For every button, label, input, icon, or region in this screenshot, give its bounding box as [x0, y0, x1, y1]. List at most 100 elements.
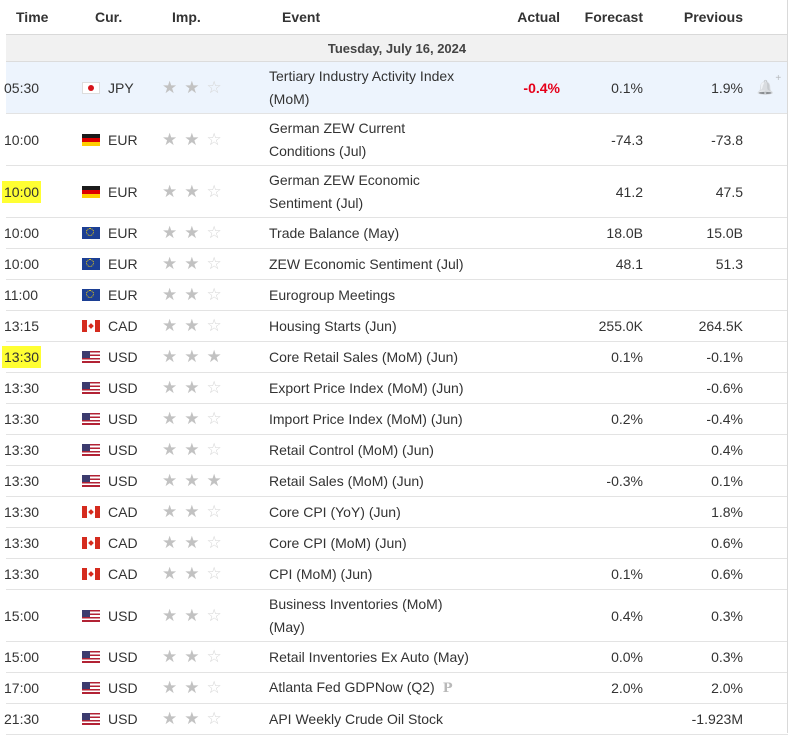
event-name[interactable]: German ZEW Current [269, 119, 406, 136]
currency-code: CAD [108, 318, 138, 334]
table-row[interactable]: 21:30 USD ★ ★ ☆ API Weekly Crude Oil Stock -1.… [4, 703, 788, 735]
event-name[interactable]: Export Price Index (MoM) (Jun) [269, 379, 464, 396]
alert-cell [743, 279, 788, 311]
event-name[interactable]: Business Inventories (MoM) [269, 595, 443, 612]
event-cell[interactable]: Export Price Index (MoM) (Jun) [269, 372, 495, 404]
event-cell[interactable]: Housing Starts (Jun) [269, 310, 495, 342]
event-cell[interactable]: Core CPI (YoY) (Jun) [269, 496, 495, 528]
header-actual[interactable]: Actual [495, 0, 560, 35]
table-row[interactable]: 13:30 CAD ★ ★ ☆ Core CPI (MoM) (Jun) 0.6% [4, 527, 788, 559]
event-name[interactable]: Import Price Index (MoM) (Jun) [269, 410, 463, 427]
table-row[interactable]: 10:00 EUR ★ ★ ☆ German ZEW Economic Sentiment … [2, 165, 788, 218]
star-filled-icon: ★ [162, 533, 178, 552]
event-cell[interactable]: API Weekly Crude Oil Stock [269, 703, 495, 735]
previous-value: -1.923M [643, 703, 743, 735]
importance-cell: ★ ★ ☆ [162, 434, 269, 466]
header-importance[interactable]: Imp. [162, 0, 269, 35]
currency-code: JPY [108, 79, 134, 96]
event-name[interactable]: Tertiary Industry Activity Index [269, 67, 455, 84]
event-cell[interactable]: Retail Inventories Ex Auto (May) [269, 641, 495, 673]
table-row[interactable]: 10:00 EUR ★ ★ ☆ German ZEW Current Conditions … [4, 113, 788, 166]
header-time[interactable]: Time [6, 0, 82, 35]
event-name[interactable]: Housing Starts (Jun) [269, 317, 397, 334]
event-name[interactable]: Core CPI (MoM) (Jun) [269, 534, 407, 551]
table-row[interactable]: 13:30 USD ★ ★ ★ Core Retail Sales (MoM) (Jun)… [2, 341, 788, 373]
table-row[interactable]: 17:00 USD ★ ★ ☆ Atlanta Fed GDPNow (Q2) P 2.0% 2… [4, 672, 788, 704]
star-empty-icon: ☆ [206, 77, 222, 97]
alert-cell [743, 641, 788, 673]
currency-cell: EUR [82, 217, 162, 249]
event-name[interactable]: Eurogroup Meetings [269, 286, 396, 303]
event-cell[interactable]: Retail Control (MoM) (Jun) [269, 434, 495, 466]
event-time: 13:30 [4, 442, 40, 458]
event-cell[interactable]: Eurogroup Meetings [269, 279, 495, 311]
table-row[interactable]: 13:30 CAD ★ ★ ☆ CPI (MoM) (Jun) 0.1% 0.6% [4, 558, 788, 590]
currency-code: USD [108, 680, 138, 696]
currency-cell: USD [82, 434, 162, 466]
event-cell[interactable]: Core CPI (MoM) (Jun) [269, 527, 495, 559]
event-name[interactable]: Atlanta Fed GDPNow (Q2) [269, 679, 435, 695]
star-empty-icon: ☆ [206, 378, 222, 397]
star-filled-icon: ★ [162, 181, 178, 201]
table-row[interactable]: 05:30 JPY ★ ★ ☆ Tertiary Industry Activity In… [4, 61, 788, 114]
event-name-continued[interactable]: Sentiment (Jul) [269, 194, 364, 211]
table-row[interactable]: 13:15 CAD ★ ★ ☆ Housing Starts (Jun) 255.0K 264… [4, 310, 788, 342]
star-filled-icon: ★ [162, 316, 178, 335]
header-event[interactable]: Event [269, 0, 495, 35]
table-row[interactable]: 10:00 EUR ★ ★ ☆ ZEW Economic Sentiment (Jul) 4… [4, 248, 788, 280]
event-name[interactable]: ZEW Economic Sentiment (Jul) [269, 255, 464, 272]
event-cell[interactable]: Import Price Index (MoM) (Jun) [269, 403, 495, 435]
event-cell[interactable]: Core Retail Sales (MoM) (Jun) [269, 341, 495, 373]
event-cell[interactable]: CPI (MoM) (Jun) [269, 558, 495, 590]
forecast-value [560, 279, 643, 311]
event-cell[interactable]: German ZEW Current Conditions (Jul) [269, 113, 495, 166]
event-name[interactable]: Core CPI (YoY) (Jun) [269, 503, 401, 520]
table-row[interactable]: 13:30 USD ★ ★ ☆ Export Price Index (MoM) (Jun… [4, 372, 788, 404]
table-row[interactable]: 13:30 USD ★ ★ ☆ Retail Control (MoM) (Jun) 0.4… [4, 434, 788, 466]
header-forecast[interactable]: Forecast [560, 0, 643, 35]
event-name[interactable]: Trade Balance (May) [269, 224, 400, 241]
event-name-continued[interactable]: (May) [269, 618, 305, 635]
event-name[interactable]: API Weekly Crude Oil Stock [269, 710, 444, 727]
forecast-value [560, 527, 643, 559]
event-time-cell: 13:30 [4, 403, 82, 435]
table-row[interactable]: 15:00 USD ★ ★ ☆ Business Inventories (MoM) (Ma… [4, 589, 788, 642]
event-name[interactable]: German ZEW Economic [269, 171, 420, 188]
event-cell[interactable]: German ZEW Economic Sentiment (Jul) [269, 165, 495, 218]
header-currency[interactable]: Cur. [82, 0, 162, 35]
previous-value: 1.8% [643, 496, 743, 528]
event-name[interactable]: Retail Sales (MoM) (Jun) [269, 472, 424, 489]
event-cell[interactable]: ZEW Economic Sentiment (Jul) [269, 248, 495, 280]
event-name[interactable]: Core Retail Sales (MoM) (Jun) [269, 348, 459, 365]
event-cell[interactable]: Tertiary Industry Activity Index (MoM) [269, 61, 495, 114]
importance-cell: ★ ★ ☆ [162, 248, 269, 280]
header-previous[interactable]: Previous [643, 0, 743, 35]
table-row[interactable]: 13:30 USD ★ ★ ☆ Import Price Index (MoM) (Jun… [4, 403, 788, 435]
table-row[interactable]: 13:30 USD ★ ★ ★ Retail Sales (MoM) (Jun) -0.3%… [4, 465, 788, 497]
event-name-continued[interactable]: Conditions (Jul) [269, 142, 367, 159]
event-name[interactable]: CPI (MoM) (Jun) [269, 565, 373, 582]
table-row[interactable]: 13:30 CAD ★ ★ ☆ Core CPI (YoY) (Jun) 1.8% [4, 496, 788, 528]
table-row[interactable]: 15:00 USD ★ ★ ☆ Retail Inventories Ex Auto (M… [4, 641, 788, 673]
table-row[interactable]: 10:00 EUR ★ ★ ☆ Trade Balance (May) 18.0B 15.0B [4, 217, 788, 249]
event-name[interactable]: Retail Inventories Ex Auto (May) [269, 648, 469, 665]
event-cell[interactable]: Business Inventories (MoM) (May) [269, 589, 495, 642]
currency-cell: USD [82, 372, 162, 404]
alert-cell [743, 372, 788, 404]
event-cell[interactable]: Retail Sales (MoM) (Jun) [269, 465, 495, 497]
event-name-continued[interactable]: (MoM) [269, 90, 310, 107]
event-cell[interactable]: Trade Balance (May) [269, 217, 495, 249]
currency-cell: EUR [82, 279, 162, 311]
currency-cell: USD [82, 589, 162, 642]
deu-flag-icon [82, 185, 100, 198]
alert-cell[interactable]: 🔔 + [743, 61, 788, 114]
event-time-cell: 13:30 [4, 465, 82, 497]
event-cell[interactable]: Atlanta Fed GDPNow (Q2) P [269, 672, 495, 704]
table-row[interactable]: 11:00 EUR ★ ★ ☆ Eurogroup Meetings [4, 279, 788, 311]
event-name[interactable]: Retail Control (MoM) (Jun) [269, 441, 434, 458]
star-empty-icon: ☆ [206, 605, 222, 625]
star-empty-icon: ☆ [206, 181, 222, 201]
bell-plus-icon[interactable]: 🔔 + [756, 73, 782, 95]
event-time-cell: 10:00 [4, 248, 82, 280]
previous-value: -73.8 [643, 113, 743, 166]
